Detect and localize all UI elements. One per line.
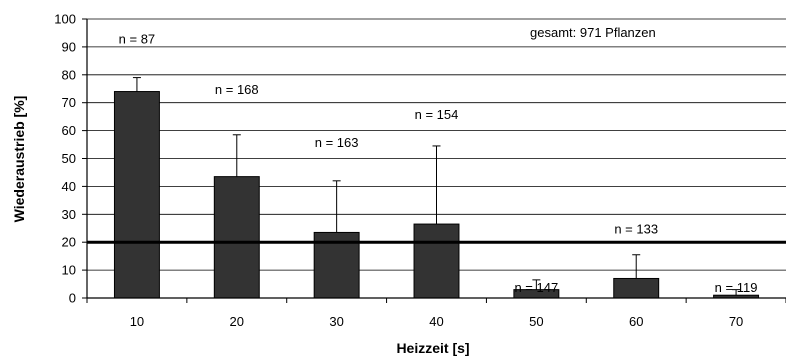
x-tick-label-60: 60	[629, 314, 643, 329]
y-tick-label-100: 100	[54, 12, 76, 27]
sample-size-label-60: n = 133	[614, 221, 658, 236]
sample-size-label-10: n = 87	[119, 32, 156, 47]
axes	[86, 19, 786, 299]
sample-size-label-20: n = 168	[215, 82, 259, 97]
x-tick-label-10: 10	[130, 314, 144, 329]
x-tick-label-70: 70	[729, 314, 743, 329]
bar-10	[113, 91, 160, 299]
y-tick-label-0: 0	[69, 291, 76, 306]
x-tick-label-50: 50	[529, 314, 543, 329]
total-label: gesamt: 971 Pflanzen	[530, 25, 656, 40]
x-tick-label-40: 40	[429, 314, 443, 329]
sample-size-label-70: n = 119	[715, 280, 758, 295]
x-axis-ticks: 10 20 30 40 50 60 70	[86, 298, 786, 329]
sample-size-label-30: n = 163	[315, 135, 359, 150]
y-axis-title: Wiederaustrieb [%]	[11, 96, 27, 223]
error-bars	[132, 77, 741, 296]
y-tick-label-20: 20	[62, 235, 76, 250]
x-tick-label-20: 20	[230, 314, 244, 329]
y-tick-label-10: 10	[62, 263, 76, 278]
y-tick-label-30: 30	[62, 207, 76, 222]
y-tick-label-90: 90	[62, 39, 76, 54]
bar-40	[413, 223, 460, 299]
bar-20	[213, 176, 260, 299]
x-axis-title: Heizzeit [s]	[396, 340, 469, 356]
y-tick-label-40: 40	[62, 179, 76, 194]
y-tick-label-60: 60	[62, 123, 76, 138]
sample-size-label-50: n = 147	[514, 280, 558, 295]
y-tick-label-50: 50	[62, 151, 76, 166]
sample-size-label-40: n = 154	[415, 107, 459, 122]
sample-size-labels: n = 87 n = 168 n = 163 n = 154 n = 147 n = 13…	[119, 32, 758, 295]
bar-60	[613, 277, 660, 299]
y-tick-label-80: 80	[62, 67, 76, 82]
y-axis-ticks: 0 10 20 30 40 50 60 70 80 90 100	[54, 12, 87, 306]
x-tick-label-30: 30	[329, 314, 343, 329]
y-tick-label-70: 70	[62, 95, 76, 110]
